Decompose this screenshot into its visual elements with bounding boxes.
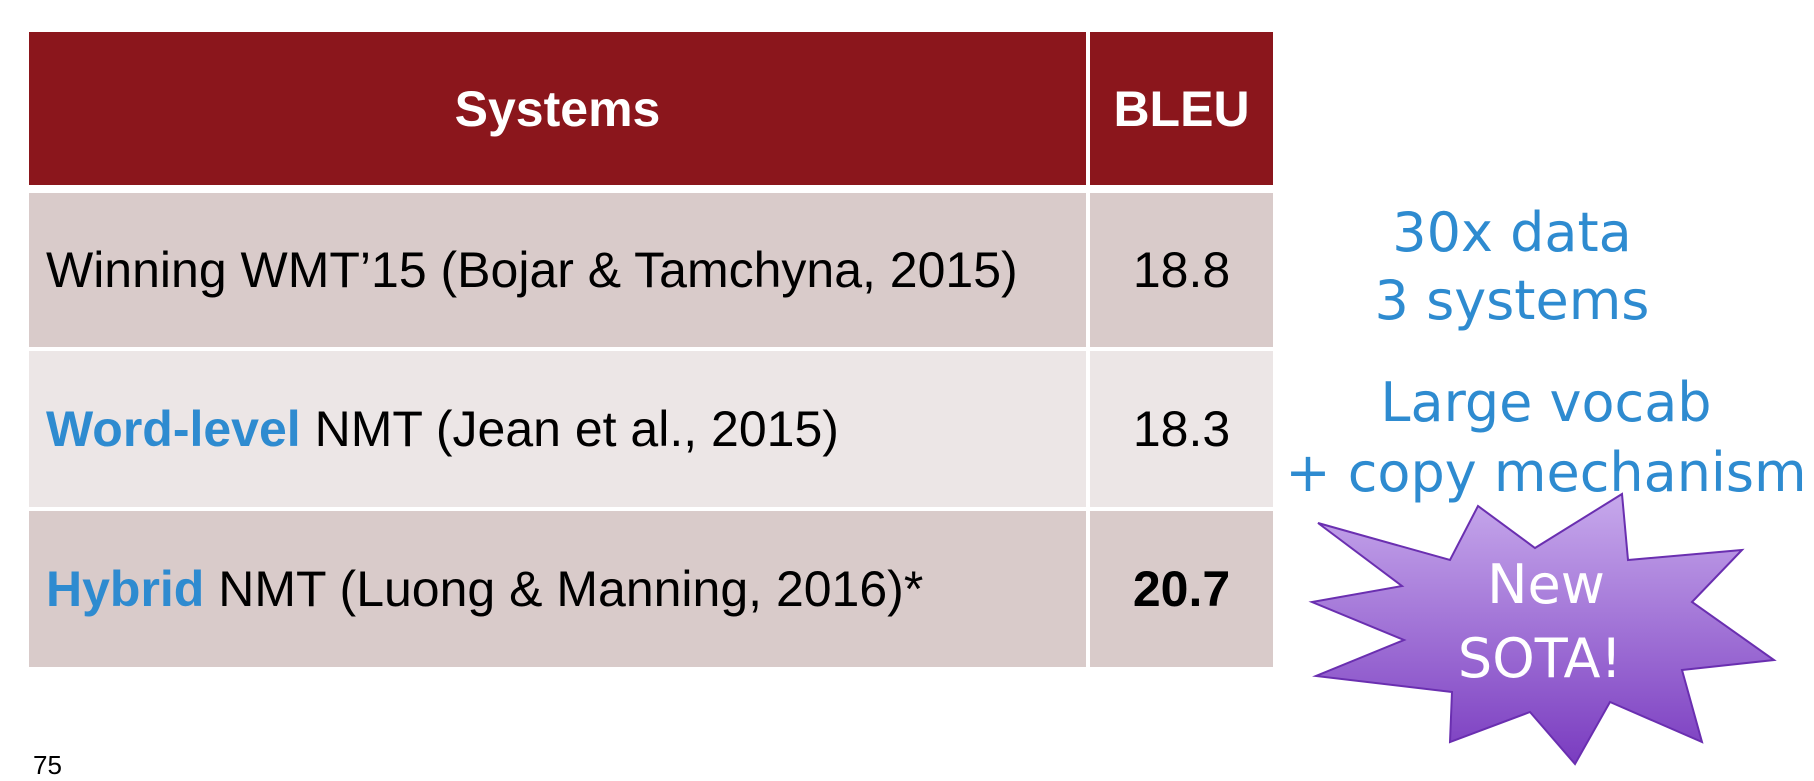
annotation: + copy mechanism	[1285, 441, 1807, 504]
header-cell: Systems	[29, 32, 1086, 185]
annotation: Large vocab	[1380, 371, 1712, 434]
bleu-cell: 18.3	[1090, 351, 1273, 507]
annotation: 3 systems	[1374, 269, 1650, 332]
starburst-text: New	[1487, 553, 1605, 616]
bleu-cell: 18.8	[1090, 193, 1273, 347]
system-cell: Hybrid NMT (Luong & Manning, 2016)*	[29, 511, 1086, 667]
system-name: NMT (Jean et al., 2015)	[300, 401, 839, 457]
annotation: 30x data	[1392, 201, 1632, 264]
header-cell: BLEU	[1090, 32, 1273, 185]
highlight: Hybrid	[46, 561, 205, 617]
starburst-text: SOTA!	[1457, 627, 1623, 690]
page-number: 75	[33, 750, 62, 780]
highlight: Word-level	[46, 401, 301, 457]
starburst	[1308, 492, 1777, 766]
system-cell: Winning WMT’15 (Bojar & Tamchyna, 2015)	[29, 193, 1086, 347]
system-cell: Word-level NMT (Jean et al., 2015)	[29, 351, 1086, 507]
system-name: NMT (Luong & Manning, 2016)*	[204, 561, 924, 617]
bleu-cell: 20.7	[1090, 511, 1273, 667]
system-name: Winning WMT’15 (Bojar & Tamchyna, 2015)	[46, 242, 1018, 298]
